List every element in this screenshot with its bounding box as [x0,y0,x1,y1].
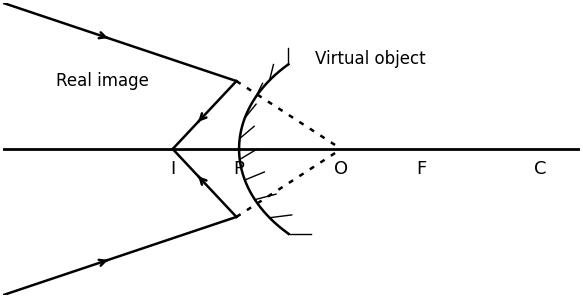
Text: P: P [234,160,244,178]
Text: O: O [334,160,348,178]
Text: I: I [170,160,175,178]
Text: C: C [534,160,547,178]
Text: Virtual object: Virtual object [315,50,426,68]
Text: F: F [416,160,426,178]
Text: Real image: Real image [56,72,149,90]
